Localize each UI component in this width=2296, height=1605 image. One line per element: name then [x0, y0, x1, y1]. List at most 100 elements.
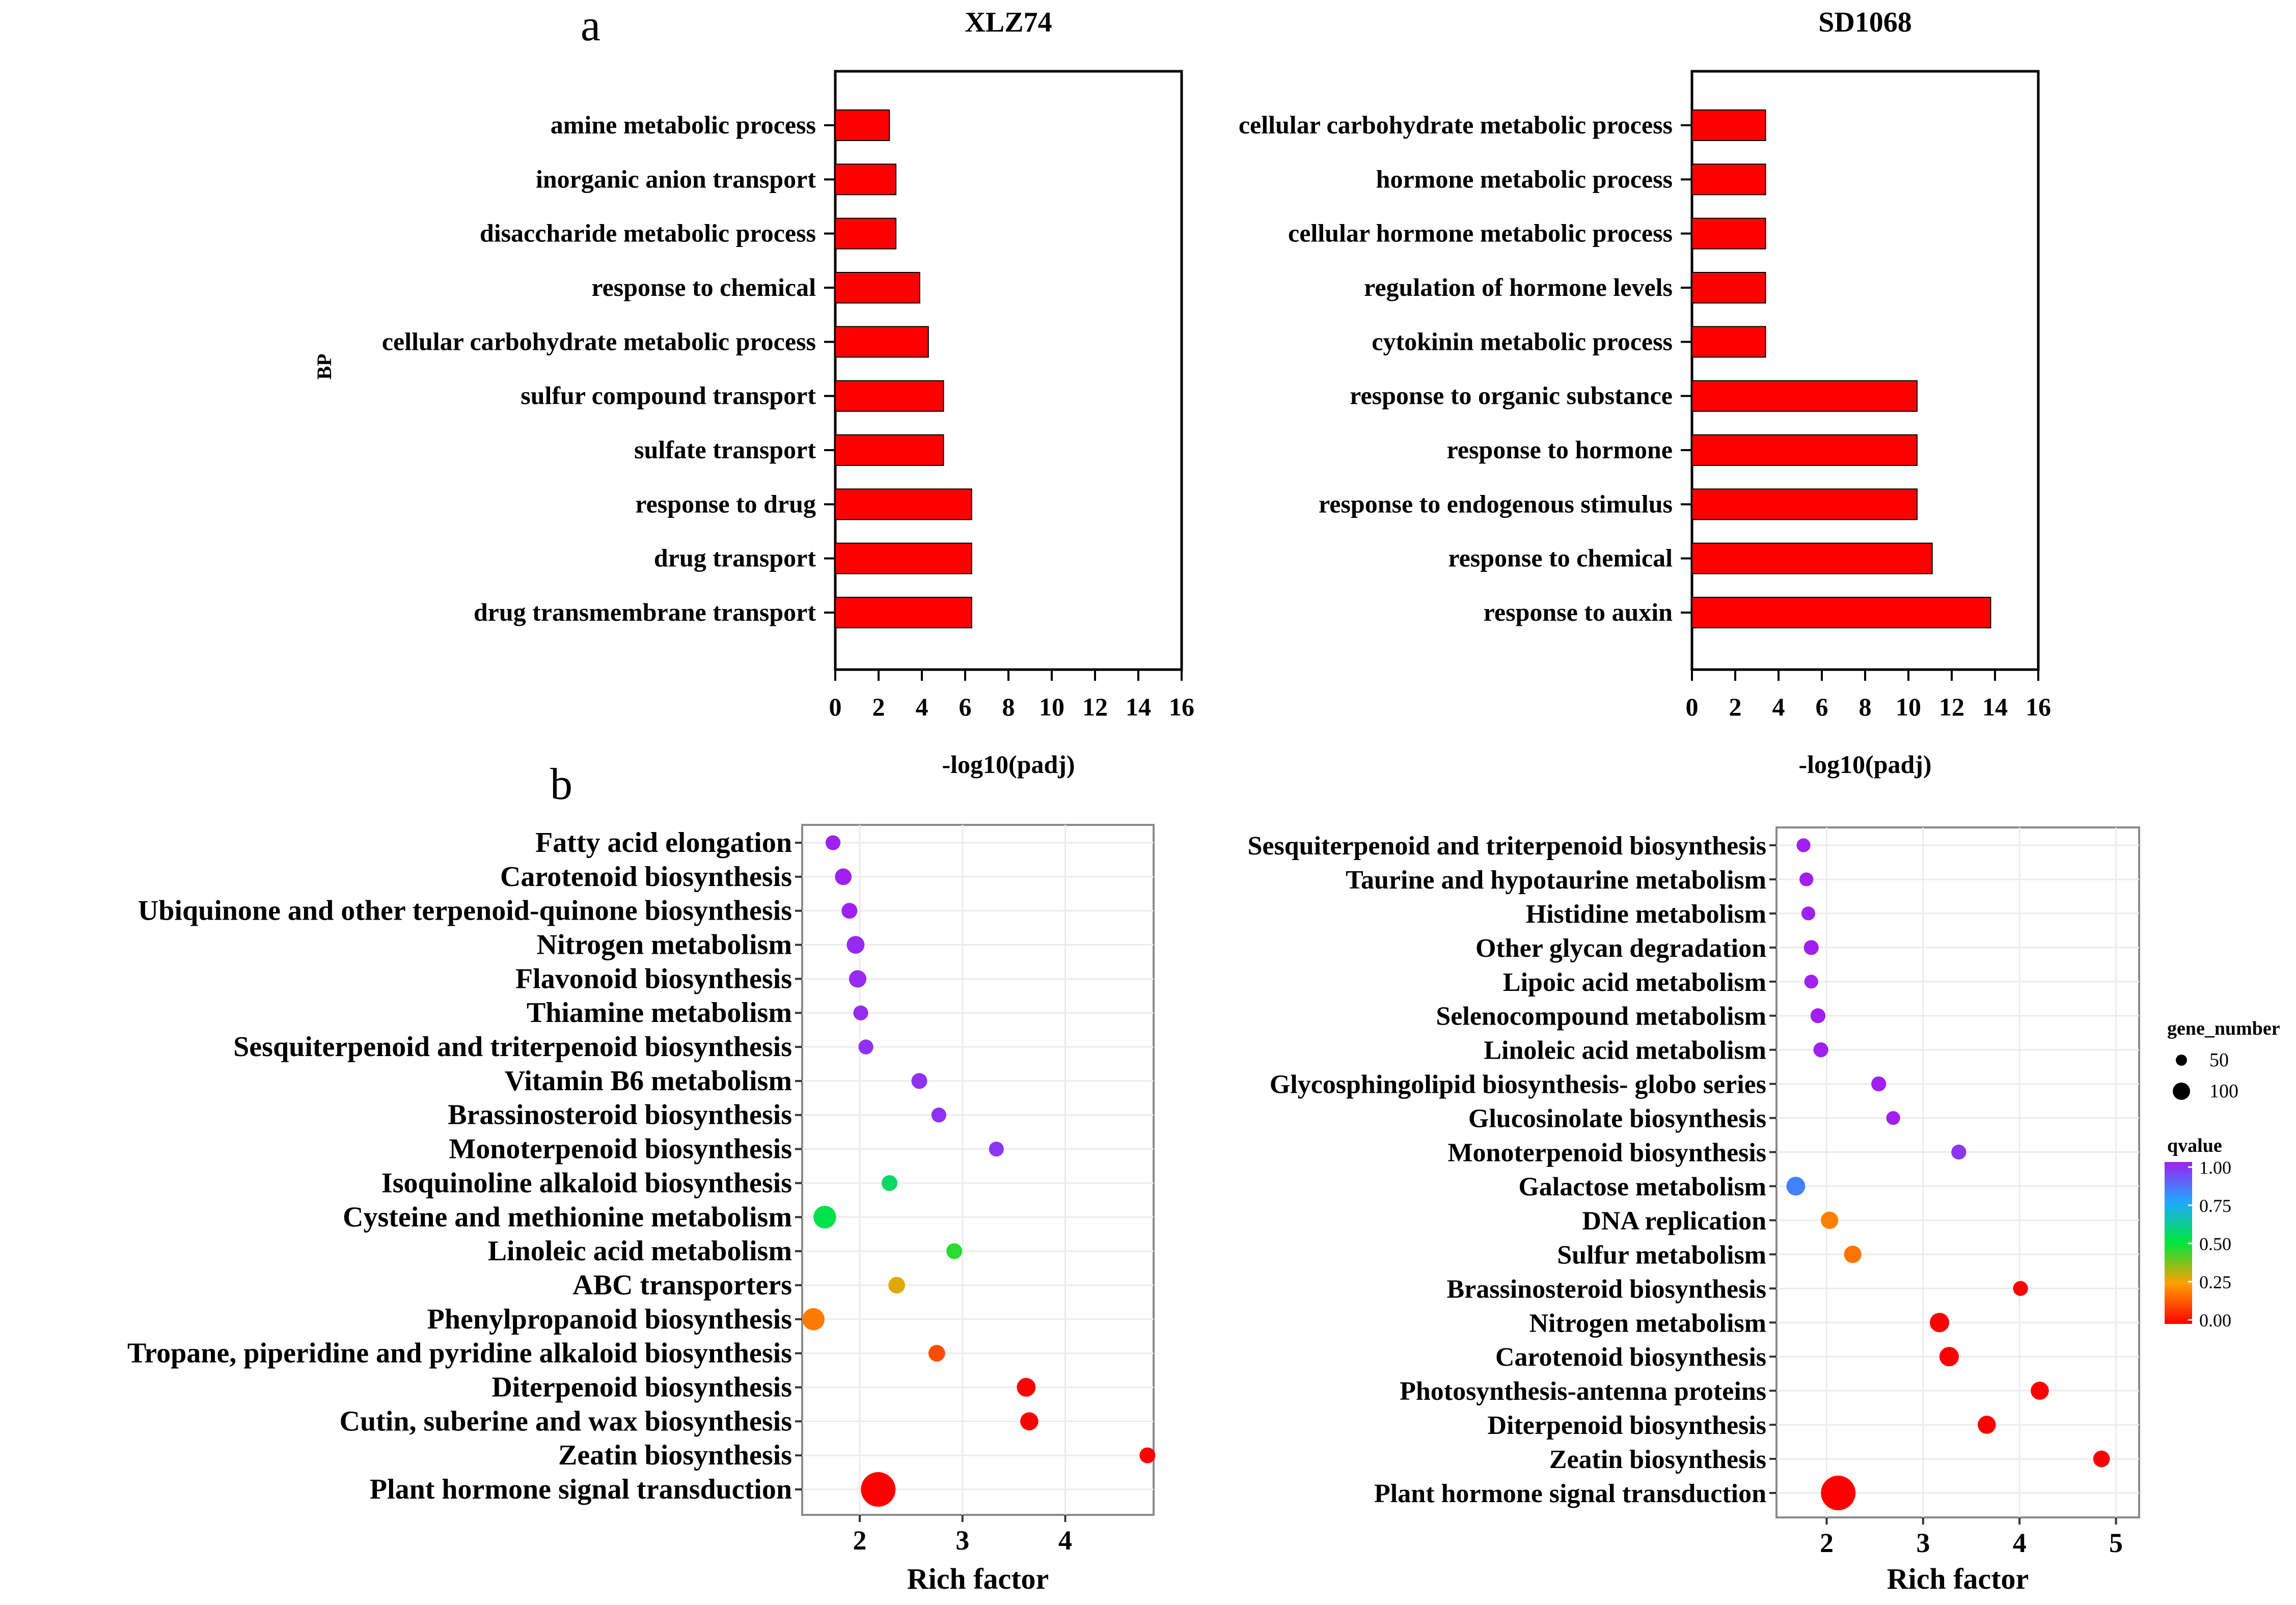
- bar-1-7: [1691, 488, 1918, 520]
- pathway-label-2-16: Diterpenoid biosynthesis: [491, 1371, 792, 1403]
- pathway-label-3-9: Monoterpenoid biosynthesis: [1447, 1139, 1766, 1168]
- x-axis-label-1: -log10(padj): [1798, 750, 1931, 779]
- dot-3-5: [1810, 1008, 1826, 1023]
- x-tick-label-1-8: 16: [2026, 693, 2051, 721]
- pathway-label-3-3: Other glycan degradation: [1475, 934, 1766, 963]
- category-label-1-6: response to hormone: [1446, 435, 1673, 464]
- chart-title-0: XLZ74: [965, 7, 1052, 38]
- category-label-1-5: response to organic substance: [1350, 381, 1673, 410]
- pathway-label-2-5: Thiamine metabolism: [527, 997, 792, 1029]
- x-tick-label-0-8: 16: [1169, 693, 1194, 721]
- plot-frame-3: [1775, 826, 2140, 1518]
- pathway-label-3-7: Glycosphingolipid biosynthesis- globo se…: [1270, 1070, 1766, 1099]
- x-tick-label-0-5: 10: [1039, 693, 1064, 721]
- bar-1-1: [1691, 163, 1766, 196]
- pathway-label-2-0: Fatty acid elongation: [535, 827, 792, 859]
- pathway-label-3-18: Zeatin biosynthesis: [1549, 1445, 1766, 1474]
- bar-1-0: [1691, 109, 1766, 141]
- dot-2-14: [802, 1308, 825, 1331]
- pathway-label-2-2: Ubiquinone and other terpenoid-quinone b…: [138, 895, 792, 927]
- bar-1-6: [1691, 434, 1918, 466]
- dot-2-5: [853, 1005, 868, 1020]
- dot-2-17: [1020, 1412, 1038, 1431]
- pathway-label-2-14: Phenylpropanoid biosynthesis: [427, 1304, 792, 1335]
- pathway-label-3-12: Sulfur metabolism: [1557, 1240, 1766, 1269]
- legend-size-label-100: 100: [2209, 1081, 2238, 1102]
- pathway-label-3-6: Linoleic acid metabolism: [1484, 1036, 1766, 1065]
- x-tick-label-1-0: 0: [1686, 693, 1699, 721]
- dot-3-15: [1939, 1347, 1959, 1367]
- legend-color-label-4: 0.00: [2199, 1310, 2231, 1331]
- pathway-label-2-13: ABC transporters: [572, 1269, 792, 1301]
- y-axis-label-0: BP: [313, 353, 336, 379]
- dot-3-19: [1821, 1476, 1856, 1510]
- dot-2-8: [931, 1108, 946, 1123]
- pathway-label-3-14: Nitrogen metabolism: [1529, 1309, 1766, 1338]
- category-label-1-4: cytokinin metabolic process: [1372, 327, 1673, 355]
- legend-size-dot-100: [2173, 1083, 2190, 1100]
- x-tick-label-2-1: 3: [955, 1525, 969, 1556]
- x-tick-label-3-3: 5: [2109, 1528, 2123, 1558]
- dot-3-11: [1821, 1211, 1839, 1229]
- bar-0-7: [835, 488, 972, 520]
- category-label-0-1: inorganic anion transport: [536, 164, 816, 193]
- dot-3-13: [2013, 1281, 2028, 1296]
- pathway-label-2-9: Monoterpenoid biosynthesis: [449, 1133, 792, 1165]
- x-tick-label-2-0: 2: [853, 1525, 866, 1556]
- category-label-0-3: response to chemical: [591, 273, 816, 301]
- legend-color-label-1: 0.75: [2199, 1196, 2231, 1216]
- dot-3-7: [1871, 1076, 1887, 1092]
- category-label-1-0: cellular carbohydrate metabolic process: [1239, 110, 1673, 139]
- dot-2-10: [881, 1175, 898, 1191]
- bar-0-0: [835, 109, 890, 141]
- x-tick-label-3-1: 3: [1916, 1528, 1930, 1558]
- pathway-label-2-11: Cysteine and methionine metabolism: [343, 1201, 792, 1233]
- bar-0-8: [835, 542, 972, 574]
- x-tick-label-0-6: 12: [1082, 693, 1108, 721]
- dot-3-6: [1813, 1042, 1828, 1058]
- category-label-0-7: response to drug: [635, 489, 816, 518]
- plot-frame-2: [801, 824, 1155, 1516]
- legend-color-title: qvalue: [2167, 1135, 2222, 1156]
- x-tick-label-1-6: 12: [1939, 693, 1964, 721]
- x-tick-label-1-3: 6: [1816, 693, 1828, 721]
- bar-1-3: [1691, 272, 1766, 303]
- dot-2-2: [841, 903, 858, 919]
- dot-2-4: [849, 970, 867, 988]
- pathway-label-3-13: Brassinosteroid biosynthesis: [1446, 1275, 1766, 1304]
- category-label-0-9: drug transmembrane transport: [474, 598, 816, 626]
- bar-1-4: [1691, 326, 1766, 358]
- category-label-0-4: cellular carbohydrate metabolic process: [382, 327, 816, 355]
- category-label-1-7: response to endogenous stimulus: [1319, 489, 1673, 518]
- pathway-label-2-10: Isoquinoline alkaloid biosynthesis: [381, 1167, 792, 1199]
- pathway-label-3-1: Taurine and hypotaurine metabolism: [1346, 866, 1766, 895]
- dot-2-7: [911, 1073, 927, 1089]
- pathway-label-2-17: Cutin, suberine and wax biosynthesis: [340, 1405, 792, 1437]
- pathway-label-3-19: Plant hormone signal transduction: [1374, 1479, 1766, 1508]
- pathway-label-3-4: Lipoic acid metabolism: [1503, 968, 1766, 997]
- bar-0-4: [835, 326, 929, 358]
- dot-2-0: [825, 835, 841, 850]
- pathway-label-2-8: Brassinosteroid biosynthesis: [448, 1099, 792, 1131]
- legend-color-label-0: 1.00: [2199, 1157, 2231, 1178]
- dot-3-17: [1978, 1416, 1996, 1434]
- pathway-label-3-11: DNA replication: [1582, 1206, 1766, 1235]
- category-label-1-8: response to chemical: [1448, 544, 1673, 572]
- bar-1-5: [1691, 380, 1918, 412]
- panel-label-b: b: [550, 760, 572, 809]
- chart-title-1: SD1068: [1818, 7, 1912, 38]
- pathway-label-3-0: Sesquiterpenoid and triterpenoid biosynt…: [1248, 832, 1767, 861]
- bar-1-2: [1691, 217, 1766, 250]
- bar-1-9: [1691, 597, 1991, 628]
- x-tick-label-3-0: 2: [1820, 1528, 1834, 1558]
- x-tick-label-0-4: 8: [1002, 693, 1015, 721]
- pathway-label-2-7: Vitamin B6 metabolism: [505, 1065, 792, 1097]
- dot-2-15: [928, 1345, 945, 1362]
- legend-size-title: gene_number: [2167, 1018, 2280, 1039]
- pathway-label-3-17: Diterpenoid biosynthesis: [1487, 1411, 1766, 1440]
- dot-2-18: [1139, 1447, 1156, 1463]
- pathway-label-3-15: Carotenoid biosynthesis: [1495, 1343, 1766, 1372]
- bar-0-1: [835, 163, 896, 196]
- category-label-1-9: response to auxin: [1484, 598, 1673, 626]
